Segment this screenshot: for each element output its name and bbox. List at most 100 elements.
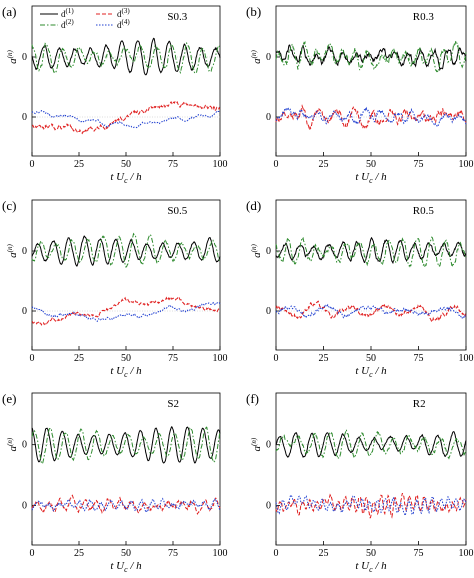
series-line-d4 bbox=[275, 106, 467, 128]
x-tick-label: 50 bbox=[366, 548, 376, 559]
panel-f: 0 0 0 25 50 75 100 (f) R2 a(n) t Uc / h bbox=[246, 391, 474, 574]
y-tick-label: 0 bbox=[22, 306, 27, 317]
y-tick-label: 0 bbox=[266, 246, 271, 257]
x-tick-label: 25 bbox=[74, 159, 84, 170]
plot-frame bbox=[31, 392, 221, 546]
series-line-d3 bbox=[31, 494, 221, 515]
series-line-d2 bbox=[275, 427, 467, 461]
series-line-d1 bbox=[31, 235, 221, 267]
plot-frame bbox=[275, 392, 467, 546]
x-tick-label: 75 bbox=[414, 159, 424, 170]
x-tick-label: 50 bbox=[121, 159, 131, 170]
x-tick-label: 0 bbox=[30, 548, 35, 559]
x-tick-label: 50 bbox=[121, 353, 131, 364]
series-line-d4 bbox=[31, 301, 221, 323]
x-tick-label: 75 bbox=[414, 353, 424, 364]
case-tag: S0.5 bbox=[167, 205, 187, 217]
series-line-d2 bbox=[31, 232, 221, 268]
y-tick-label: 0 bbox=[22, 500, 27, 511]
panel-label: (e) bbox=[2, 391, 16, 406]
y-tick-label: 0 bbox=[266, 306, 271, 317]
x-tick-label: 100 bbox=[213, 353, 228, 364]
series-line-d3 bbox=[31, 100, 221, 135]
y-axis-title: a(n) bbox=[250, 244, 263, 258]
panel-label: (c) bbox=[2, 198, 16, 213]
x-tick-label: 25 bbox=[319, 159, 329, 170]
x-tick-label: 100 bbox=[459, 159, 474, 170]
x-tick-label: 25 bbox=[74, 353, 84, 364]
panel-c: 0 0 0 25 50 75 100 (c) S0.5 a(n) t Uc / h bbox=[2, 198, 228, 379]
svg-text:a(n): a(n) bbox=[250, 437, 263, 451]
y-tick-label: 0 bbox=[22, 112, 27, 123]
plot-frame bbox=[275, 199, 467, 351]
series-line-d4 bbox=[275, 303, 467, 320]
x-tick-label: 100 bbox=[459, 548, 474, 559]
y-axis-title: a(n) bbox=[6, 437, 19, 451]
svg-text:a(n): a(n) bbox=[6, 437, 19, 451]
panel-label: (a) bbox=[2, 4, 16, 19]
y-tick-label: 0 bbox=[22, 52, 27, 63]
y-tick-label: 0 bbox=[266, 440, 271, 451]
x-tick-label: 100 bbox=[459, 353, 474, 364]
y-axis-title: a(n) bbox=[6, 50, 19, 64]
x-axis-title: t Uc / h bbox=[355, 560, 387, 574]
x-tick-label: 25 bbox=[74, 548, 84, 559]
panel-a: 0 0 0 25 50 75 100 (a) S0.3 a(n) t Uc / h bbox=[2, 4, 228, 185]
x-axis-title: t Uc / h bbox=[110, 560, 142, 574]
series-line-d2 bbox=[31, 426, 221, 465]
x-tick-label: 0 bbox=[274, 353, 279, 364]
legend-label: d(3) bbox=[117, 7, 130, 19]
series-line-d1 bbox=[275, 44, 467, 72]
series-line-d3 bbox=[275, 300, 467, 324]
case-tag: R0.3 bbox=[413, 11, 435, 23]
panel-label: (d) bbox=[246, 198, 261, 213]
series-line-d4 bbox=[31, 109, 221, 129]
y-axis-title: a(n) bbox=[250, 437, 263, 451]
panel-label: (b) bbox=[246, 4, 261, 19]
legend: d(1)d(2) d(3)d(4) bbox=[40, 7, 130, 30]
series-line-d1 bbox=[31, 37, 221, 76]
x-tick-label: 0 bbox=[274, 548, 279, 559]
x-axis-title: t Uc / h bbox=[355, 365, 387, 379]
x-tick-label: 0 bbox=[274, 159, 279, 170]
y-tick-label: 0 bbox=[22, 246, 27, 257]
x-tick-label: 50 bbox=[366, 159, 376, 170]
x-tick-label: 25 bbox=[319, 548, 329, 559]
plot-frame bbox=[31, 199, 221, 351]
legend-label: d(4) bbox=[117, 18, 130, 30]
series-line-d4 bbox=[31, 497, 221, 514]
panel-label: (f) bbox=[246, 391, 259, 406]
case-tag: R0.5 bbox=[413, 205, 435, 217]
svg-text:a(n): a(n) bbox=[250, 50, 263, 64]
legend-label: d(2) bbox=[61, 18, 74, 30]
x-tick-label: 0 bbox=[30, 353, 35, 364]
series-line-d3 bbox=[32, 296, 221, 327]
x-tick-label: 75 bbox=[414, 548, 424, 559]
y-tick-label: 0 bbox=[266, 52, 271, 63]
x-axis-title: t Uc / h bbox=[110, 365, 142, 379]
x-tick-label: 75 bbox=[168, 353, 178, 364]
series-line-d3 bbox=[275, 104, 467, 132]
y-tick-label: 0 bbox=[266, 500, 271, 511]
panel-d: 0 0 0 25 50 75 100 (d) R0.5 a(n) t Uc / h bbox=[246, 198, 474, 379]
x-axis-title: t Uc / h bbox=[355, 171, 387, 185]
y-axis-title: a(n) bbox=[6, 244, 19, 258]
x-tick-label: 0 bbox=[30, 159, 35, 170]
series-line-d1 bbox=[31, 426, 221, 464]
x-tick-label: 50 bbox=[121, 548, 131, 559]
case-tag: S0.3 bbox=[167, 11, 187, 23]
x-tick-label: 50 bbox=[366, 353, 376, 364]
y-tick-label: 0 bbox=[22, 440, 27, 451]
svg-text:a(n): a(n) bbox=[250, 244, 263, 258]
series-line-d4 bbox=[275, 493, 467, 518]
y-tick-label: 0 bbox=[266, 112, 271, 123]
series-line-d2 bbox=[31, 42, 221, 75]
x-tick-label: 100 bbox=[213, 159, 228, 170]
y-axis-title: a(n) bbox=[250, 50, 263, 64]
series-line-d1 bbox=[275, 236, 467, 265]
panel-e: 0 0 0 25 50 75 100 (e) S2 a(n) t Uc / h bbox=[2, 391, 228, 574]
x-tick-label: 75 bbox=[168, 159, 178, 170]
case-tag: S2 bbox=[167, 398, 179, 410]
series-line-d2 bbox=[275, 236, 467, 269]
panel-b: 0 0 0 25 50 75 100 (b) R0.3 a(n) t Uc / h bbox=[246, 4, 474, 185]
